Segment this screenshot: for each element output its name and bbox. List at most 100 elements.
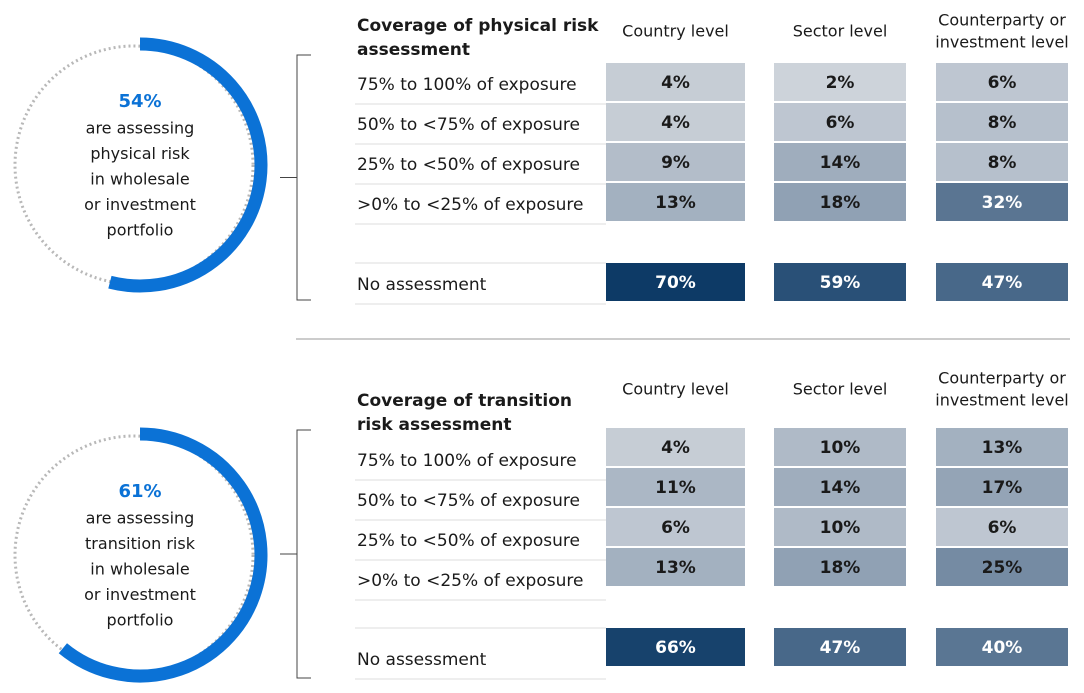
bracket [280, 54, 311, 301]
cell-value: 59% [820, 273, 861, 293]
row-label: 25% to <50% of exposure [357, 155, 580, 175]
table-title: Coverage of physical risk [357, 16, 599, 36]
donut-percent: 61% [118, 481, 161, 502]
column-header: Country level [622, 22, 729, 41]
cell-value: 8% [988, 113, 1017, 133]
heat-cell [936, 628, 1068, 666]
donut-track [13, 44, 255, 286]
column-header: Counterparty or [938, 11, 1066, 30]
table-title: assessment [357, 40, 470, 60]
donut-text: physical risk [90, 144, 190, 163]
donut-text: or investment [84, 585, 196, 604]
cell-value: 47% [982, 273, 1023, 293]
cell-value: 32% [982, 193, 1023, 213]
heat-cell [936, 103, 1068, 141]
donut-text: are assessing [86, 119, 195, 138]
cell-value: 9% [661, 153, 690, 173]
cell-value: 40% [982, 638, 1023, 658]
cell-value: 4% [661, 113, 690, 133]
table-title: Coverage of transition [357, 391, 572, 411]
cell-value: 17% [982, 478, 1023, 498]
cell-value: 13% [655, 193, 696, 213]
heat-cell [774, 183, 906, 221]
donut-text: transition risk [85, 534, 196, 553]
donut-text: or investment [84, 195, 196, 214]
heat-cell [774, 143, 906, 181]
row-label: No assessment [357, 650, 487, 670]
cell-value: 6% [661, 518, 690, 538]
cell-value: 13% [982, 438, 1023, 458]
heat-cell [606, 428, 745, 466]
cell-value: 25% [982, 558, 1023, 578]
heat-cell [606, 548, 745, 586]
heat-cell [606, 508, 745, 546]
donut-text: in wholesale [90, 560, 189, 579]
row-label: 75% to 100% of exposure [357, 451, 577, 471]
heat-cell [606, 183, 745, 221]
donut-text: in wholesale [90, 170, 189, 189]
heat-cell [936, 428, 1068, 466]
cell-value: 4% [661, 438, 690, 458]
cell-value: 6% [988, 73, 1017, 93]
heat-cell [606, 63, 745, 101]
heat-cell [774, 103, 906, 141]
table-title: risk assessment [357, 415, 512, 435]
heat-cell [606, 628, 745, 666]
heat-cell [774, 63, 906, 101]
cell-value: 14% [820, 153, 861, 173]
column-header: investment level [935, 391, 1068, 410]
cell-value: 10% [820, 438, 861, 458]
heat-cell [936, 508, 1068, 546]
row-label: >0% to <25% of exposure [357, 195, 583, 215]
heat-cell [606, 103, 745, 141]
cell-value: 8% [988, 153, 1017, 173]
heat-cell [936, 183, 1068, 221]
cell-value: 14% [820, 478, 861, 498]
row-label: 50% to <75% of exposure [357, 491, 580, 511]
donut-text: are assessing [86, 509, 195, 528]
column-header: Sector level [793, 22, 888, 41]
row-label: 50% to <75% of exposure [357, 115, 580, 135]
heat-cell [606, 263, 745, 301]
cell-value: 6% [826, 113, 855, 133]
column-header: Counterparty or [938, 369, 1066, 388]
heat-cell [936, 143, 1068, 181]
cell-value: 4% [661, 73, 690, 93]
heat-cell [606, 468, 745, 506]
heat-cell [774, 263, 906, 301]
heat-cell [774, 428, 906, 466]
cell-value: 70% [655, 273, 696, 293]
cell-value: 2% [826, 73, 855, 93]
cell-value: 18% [820, 558, 861, 578]
cell-value: 11% [655, 478, 696, 498]
row-label: No assessment [357, 275, 487, 295]
cell-value: 47% [820, 638, 861, 658]
cell-value: 66% [655, 638, 696, 658]
heat-cell [936, 468, 1068, 506]
cell-value: 6% [988, 518, 1017, 538]
heat-cell [774, 508, 906, 546]
row-label: 75% to 100% of exposure [357, 75, 577, 95]
heat-cell [774, 628, 906, 666]
heat-cell [606, 143, 745, 181]
heat-cell [774, 468, 906, 506]
row-label: 25% to <50% of exposure [357, 531, 580, 551]
donut-percent: 54% [118, 91, 161, 112]
donut-text: portfolio [107, 611, 174, 630]
cell-value: 13% [655, 558, 696, 578]
donut-arc [58, 427, 268, 683]
donut-track [13, 434, 255, 676]
column-header: Sector level [793, 380, 888, 399]
donut-arc [108, 37, 268, 293]
column-header: investment level [935, 33, 1068, 52]
cell-value: 18% [820, 193, 861, 213]
row-label: >0% to <25% of exposure [357, 571, 583, 591]
heat-cell [936, 263, 1068, 301]
donut-text: portfolio [107, 221, 174, 240]
heat-cell [936, 63, 1068, 101]
heat-cell [774, 548, 906, 586]
heat-cell [936, 548, 1068, 586]
bracket [280, 429, 311, 679]
column-header: Country level [622, 380, 729, 399]
